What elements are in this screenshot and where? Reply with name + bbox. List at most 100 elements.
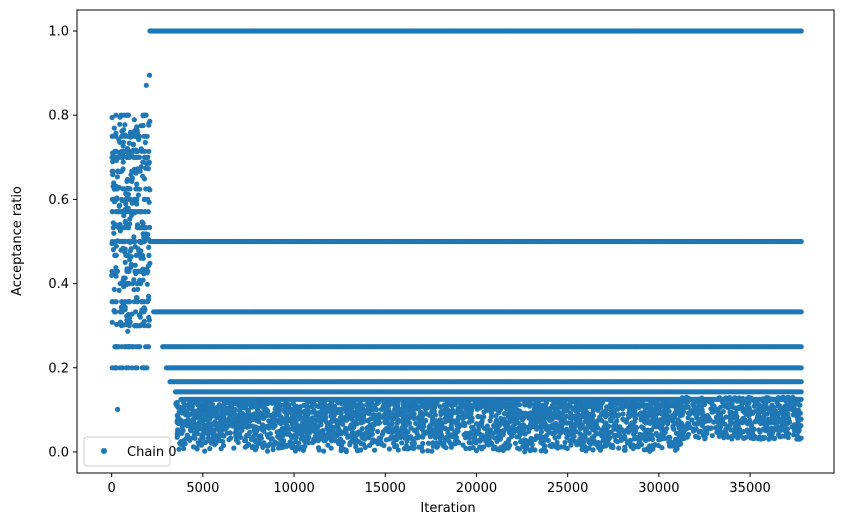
- data-point: [112, 252, 118, 258]
- data-point: [146, 244, 152, 250]
- data-point: [135, 246, 141, 252]
- data-point: [135, 133, 141, 139]
- data-point: [798, 28, 804, 34]
- data-point: [133, 147, 139, 153]
- data-point: [134, 181, 140, 187]
- data-point: [120, 159, 126, 165]
- data-point: [138, 147, 144, 153]
- data-point: [126, 268, 132, 274]
- data-point: [124, 112, 130, 118]
- data-point: [127, 239, 133, 245]
- data-point: [146, 236, 152, 242]
- data-point: [137, 186, 143, 192]
- data-point: [131, 277, 137, 283]
- data-point: [134, 299, 140, 305]
- data-point: [122, 259, 128, 265]
- data-point: [145, 344, 151, 350]
- data-point: [143, 186, 149, 192]
- data-point: [512, 440, 519, 446]
- data-point: [141, 112, 147, 118]
- data-point: [142, 139, 148, 146]
- data-point: [117, 309, 123, 315]
- data-point: [133, 126, 139, 132]
- data-point: [141, 196, 147, 202]
- data-point: [119, 299, 125, 305]
- data-point: [143, 231, 149, 237]
- data-point: [110, 299, 116, 305]
- data-point: [119, 148, 125, 154]
- data-point: [798, 389, 804, 395]
- data-point: [123, 321, 129, 327]
- data-point: [119, 209, 125, 215]
- data-point: [139, 309, 145, 315]
- data-point: [141, 299, 147, 305]
- data-point: [128, 149, 134, 155]
- data-points: [109, 28, 804, 455]
- data-point: [798, 344, 804, 350]
- data-point: [113, 309, 119, 315]
- data-point: [144, 281, 150, 287]
- data-point: [127, 216, 133, 222]
- data-point: [113, 344, 119, 350]
- data-point: [114, 174, 120, 180]
- data-point: [109, 319, 115, 325]
- data-point: [121, 225, 127, 231]
- data-point: [146, 317, 152, 323]
- data-point: [122, 238, 128, 244]
- data-point: [141, 365, 147, 371]
- data-point: [798, 365, 804, 371]
- data-point: [141, 238, 147, 245]
- data-point: [133, 154, 139, 160]
- data-point: [143, 165, 149, 171]
- data-point: [131, 234, 137, 240]
- data-point: [112, 186, 118, 192]
- data-point: [122, 122, 128, 128]
- data-point: [116, 136, 122, 142]
- data-point: [137, 314, 143, 320]
- data-point: [131, 166, 137, 172]
- data-point: [126, 186, 132, 192]
- data-point: [321, 448, 327, 454]
- data-point: [109, 209, 115, 215]
- data-point: [146, 160, 152, 166]
- data-point: [145, 263, 152, 269]
- data-point: [118, 168, 124, 174]
- data-point: [145, 154, 151, 160]
- data-point: [119, 196, 125, 202]
- data-point: [115, 406, 121, 412]
- data-point: [137, 344, 143, 350]
- data-point: [620, 411, 626, 417]
- data-point: [207, 446, 213, 452]
- data-point: [125, 328, 131, 334]
- data-point: [133, 252, 139, 258]
- data-point: [116, 287, 122, 293]
- data-point: [113, 222, 119, 228]
- data-point: [358, 440, 364, 446]
- data-point: [110, 247, 116, 253]
- data-point: [116, 203, 122, 209]
- data-point: [122, 304, 128, 310]
- data-point: [112, 365, 118, 371]
- data-point: [111, 199, 118, 205]
- data-point: [111, 125, 117, 131]
- data-point: [137, 168, 143, 174]
- data-point: [134, 201, 140, 207]
- data-point: [140, 173, 146, 179]
- data-point: [488, 414, 494, 420]
- data-point: [124, 252, 130, 259]
- data-point: [132, 209, 138, 215]
- data-point: [126, 154, 132, 160]
- data-point: [111, 230, 117, 236]
- data-point: [616, 445, 622, 451]
- data-point: [142, 225, 148, 231]
- data-point: [118, 247, 124, 253]
- data-point: [264, 448, 271, 454]
- data-point: [137, 281, 144, 287]
- data-point: [146, 72, 153, 78]
- data-point: [226, 437, 232, 443]
- data-point: [109, 168, 115, 174]
- data-point: [109, 268, 115, 274]
- data-point: [425, 440, 432, 446]
- data-point: [110, 159, 116, 165]
